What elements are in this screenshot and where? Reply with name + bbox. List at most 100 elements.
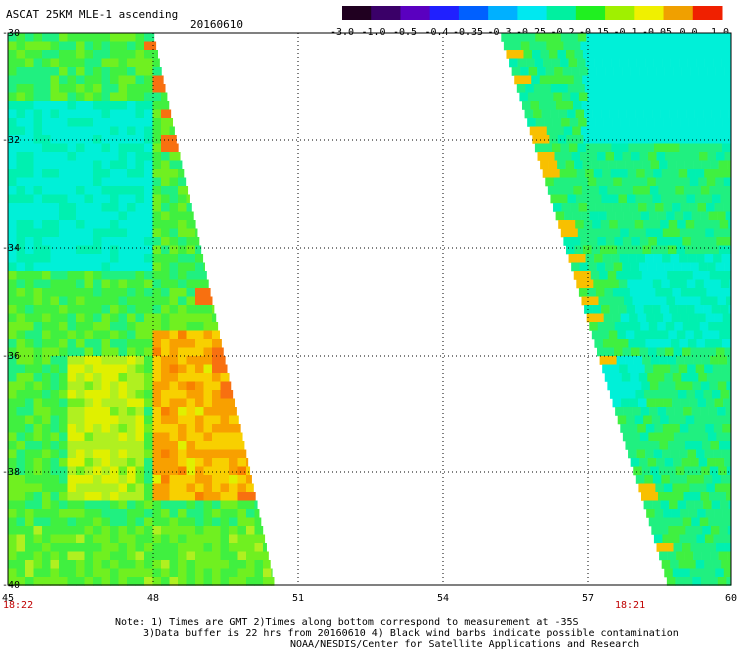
swath-cell xyxy=(606,101,616,110)
swath-cell xyxy=(195,526,204,535)
swath-cell xyxy=(101,237,111,246)
swath-cell xyxy=(178,296,187,306)
swath-cell xyxy=(723,373,732,382)
swath-cell xyxy=(635,305,644,314)
swath-cell xyxy=(50,135,60,144)
swath-cell xyxy=(705,118,715,127)
swath-cell xyxy=(110,356,119,365)
swath-cell xyxy=(144,466,153,476)
swath-cell xyxy=(649,381,659,391)
swath-cell xyxy=(203,577,213,586)
swath-cell xyxy=(661,364,671,374)
swath-cell xyxy=(693,160,702,170)
swath-cell xyxy=(626,220,636,229)
swath-cell xyxy=(76,75,85,85)
swath-cell xyxy=(16,339,26,348)
swath-cell xyxy=(565,245,575,255)
swath-cell xyxy=(685,330,695,340)
swath-cell xyxy=(25,432,34,442)
swath-cell xyxy=(144,432,153,442)
swath-cell xyxy=(635,194,645,204)
swath-cell xyxy=(8,203,17,212)
swath-cell xyxy=(511,67,521,76)
swath-cell xyxy=(76,254,85,263)
swath-cell xyxy=(50,322,60,331)
swath-cell xyxy=(101,126,111,136)
swath-cell xyxy=(524,109,534,119)
swath-cell xyxy=(570,203,579,212)
swath-cell xyxy=(8,118,17,127)
swath-cell xyxy=(684,160,694,170)
swath-cell xyxy=(76,135,85,144)
swath-cell xyxy=(16,75,26,85)
swath-cell xyxy=(110,203,119,212)
swath-cell xyxy=(178,220,187,229)
swath-cell xyxy=(169,458,179,467)
swath-cell xyxy=(25,322,34,331)
swath-cell xyxy=(76,466,85,476)
swath-cell xyxy=(503,41,513,51)
swath-cell xyxy=(25,228,34,238)
time-left-label: 18:22 xyxy=(3,600,33,610)
swath-cell xyxy=(702,415,712,425)
swath-cell xyxy=(220,415,230,425)
swath-cell xyxy=(582,160,592,170)
swath-cell xyxy=(135,220,145,229)
swath-cell xyxy=(679,339,689,348)
swath-cell xyxy=(637,313,647,323)
swath-cell xyxy=(576,84,586,93)
swath-cell xyxy=(25,347,34,357)
swath-cell xyxy=(33,152,43,161)
swath-cell xyxy=(614,237,624,246)
swath-cell xyxy=(220,475,230,484)
swath-cell xyxy=(663,483,673,493)
swath-cell xyxy=(33,211,43,221)
swath-cell xyxy=(694,194,704,204)
swath-cell xyxy=(178,534,187,544)
colorbar-segment xyxy=(692,6,723,20)
swath-cell xyxy=(254,568,264,578)
swath-cell xyxy=(135,143,145,153)
swath-cell xyxy=(33,50,43,59)
swath-cell xyxy=(59,228,68,238)
swath-cell xyxy=(169,381,179,391)
swath-cell xyxy=(33,577,43,586)
swath-cell xyxy=(729,475,732,484)
swath-cell xyxy=(135,449,145,459)
swath-cell xyxy=(608,160,617,170)
swath-cell xyxy=(229,432,238,442)
swath-cell xyxy=(152,245,162,255)
swath-cell xyxy=(110,305,119,314)
swath-cell xyxy=(195,356,204,365)
swath-cell xyxy=(677,194,687,204)
swath-cell xyxy=(50,262,60,272)
swath-cell xyxy=(127,220,136,229)
swath-cell xyxy=(161,449,170,459)
swath-cell xyxy=(25,75,34,85)
swath-cell xyxy=(657,126,667,136)
swath-cell xyxy=(626,109,636,119)
swath-cell xyxy=(659,441,669,450)
swath-cell xyxy=(144,211,153,221)
swath-cell xyxy=(639,347,649,357)
swath-cell xyxy=(603,313,613,323)
swath-cell xyxy=(605,262,614,272)
swath-cell xyxy=(42,118,51,127)
swath-cell xyxy=(691,211,701,221)
swath-cell xyxy=(16,322,26,331)
swath-cell xyxy=(578,92,588,102)
swath-cell xyxy=(647,67,657,76)
swath-cell xyxy=(628,254,637,263)
swath-cell xyxy=(678,475,688,484)
swath-cell xyxy=(67,500,77,510)
swath-cell xyxy=(263,534,266,544)
swath-cell xyxy=(683,577,693,586)
swath-cell xyxy=(635,109,644,119)
swath-cell xyxy=(566,220,576,229)
swath-cell xyxy=(650,271,660,280)
swath-cell xyxy=(646,118,655,127)
swath-cell xyxy=(42,543,51,552)
swath-cell xyxy=(8,186,17,195)
swath-cell xyxy=(631,41,641,51)
swath-cell xyxy=(8,220,17,229)
